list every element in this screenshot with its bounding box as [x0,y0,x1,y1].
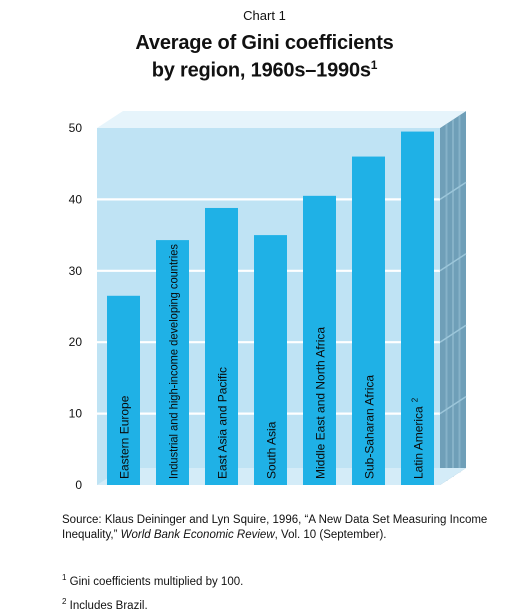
chart-label: Chart 1 [243,8,286,23]
y-tick-label: 0 [75,478,82,492]
chart-title-line-1: Average of Gini coefficients [135,32,394,54]
source-suffix: , Vol. 10 (September). [274,529,387,541]
bar [401,131,434,485]
footnote-2: 2 Includes Brazil. [62,594,148,614]
bar [205,207,238,485]
source-journal: World Bank Economic Review [120,529,275,541]
category-footnote-mark: 2 [411,397,420,402]
source-note: Source: Klaus Deininger and Lyn Squire, … [62,513,502,543]
title-footnote-mark: 1 [370,58,378,72]
footnote-1-text: Gini coefficients multiplied by 100. [69,575,244,588]
bar [254,235,287,485]
bar-category-label: Sub-Saharan Africa [363,375,377,479]
bar [156,240,189,485]
bar-category-label: Latin America2 [411,397,426,479]
y-tick-label: 20 [69,335,83,349]
bar-category-label: East Asia and Pacific [216,367,230,479]
chart-title-line-2: by region, 1960s–1990s1 [0,58,529,83]
bar [107,295,140,485]
side-gridline [439,253,467,272]
source-prefix: Source: Klaus Deininger and Lyn Squire, … [62,514,488,541]
bar-category-label: South Asia [265,421,279,479]
bar-category-label: Industrial and high-income developing co… [167,244,181,479]
footnote-2-mark: 2 [62,597,67,606]
footnote-1: 1 Gini coefficients multiplied by 100. [62,570,243,590]
y-tick-label: 40 [69,192,83,206]
footnote-2-text: Includes Brazil. [69,599,148,612]
y-tick-label: 50 [69,121,83,135]
side-gridline [439,324,467,343]
bar [303,195,336,485]
y-tick-label: 30 [69,264,83,278]
side-gridline [439,181,467,201]
bar-category-label: Eastern Europe [118,395,132,479]
footnote-1-mark: 1 [62,573,67,582]
y-tick-label: 10 [69,407,83,421]
bar-category-label: Middle East and North Africa [314,327,328,479]
side-gridline [439,395,467,415]
bar [352,156,385,485]
chart-title-line-2-text: by region, 1960s–1990s [151,59,371,82]
chart-top-face [97,111,466,128]
